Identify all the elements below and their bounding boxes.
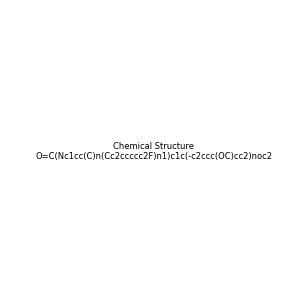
Text: Chemical Structure
O=C(Nc1cc(C)n(Cc2ccccc2F)n1)c1c(-c2ccc(OC)cc2)noc2: Chemical Structure O=C(Nc1cc(C)n(Cc2cccc…	[35, 142, 272, 161]
